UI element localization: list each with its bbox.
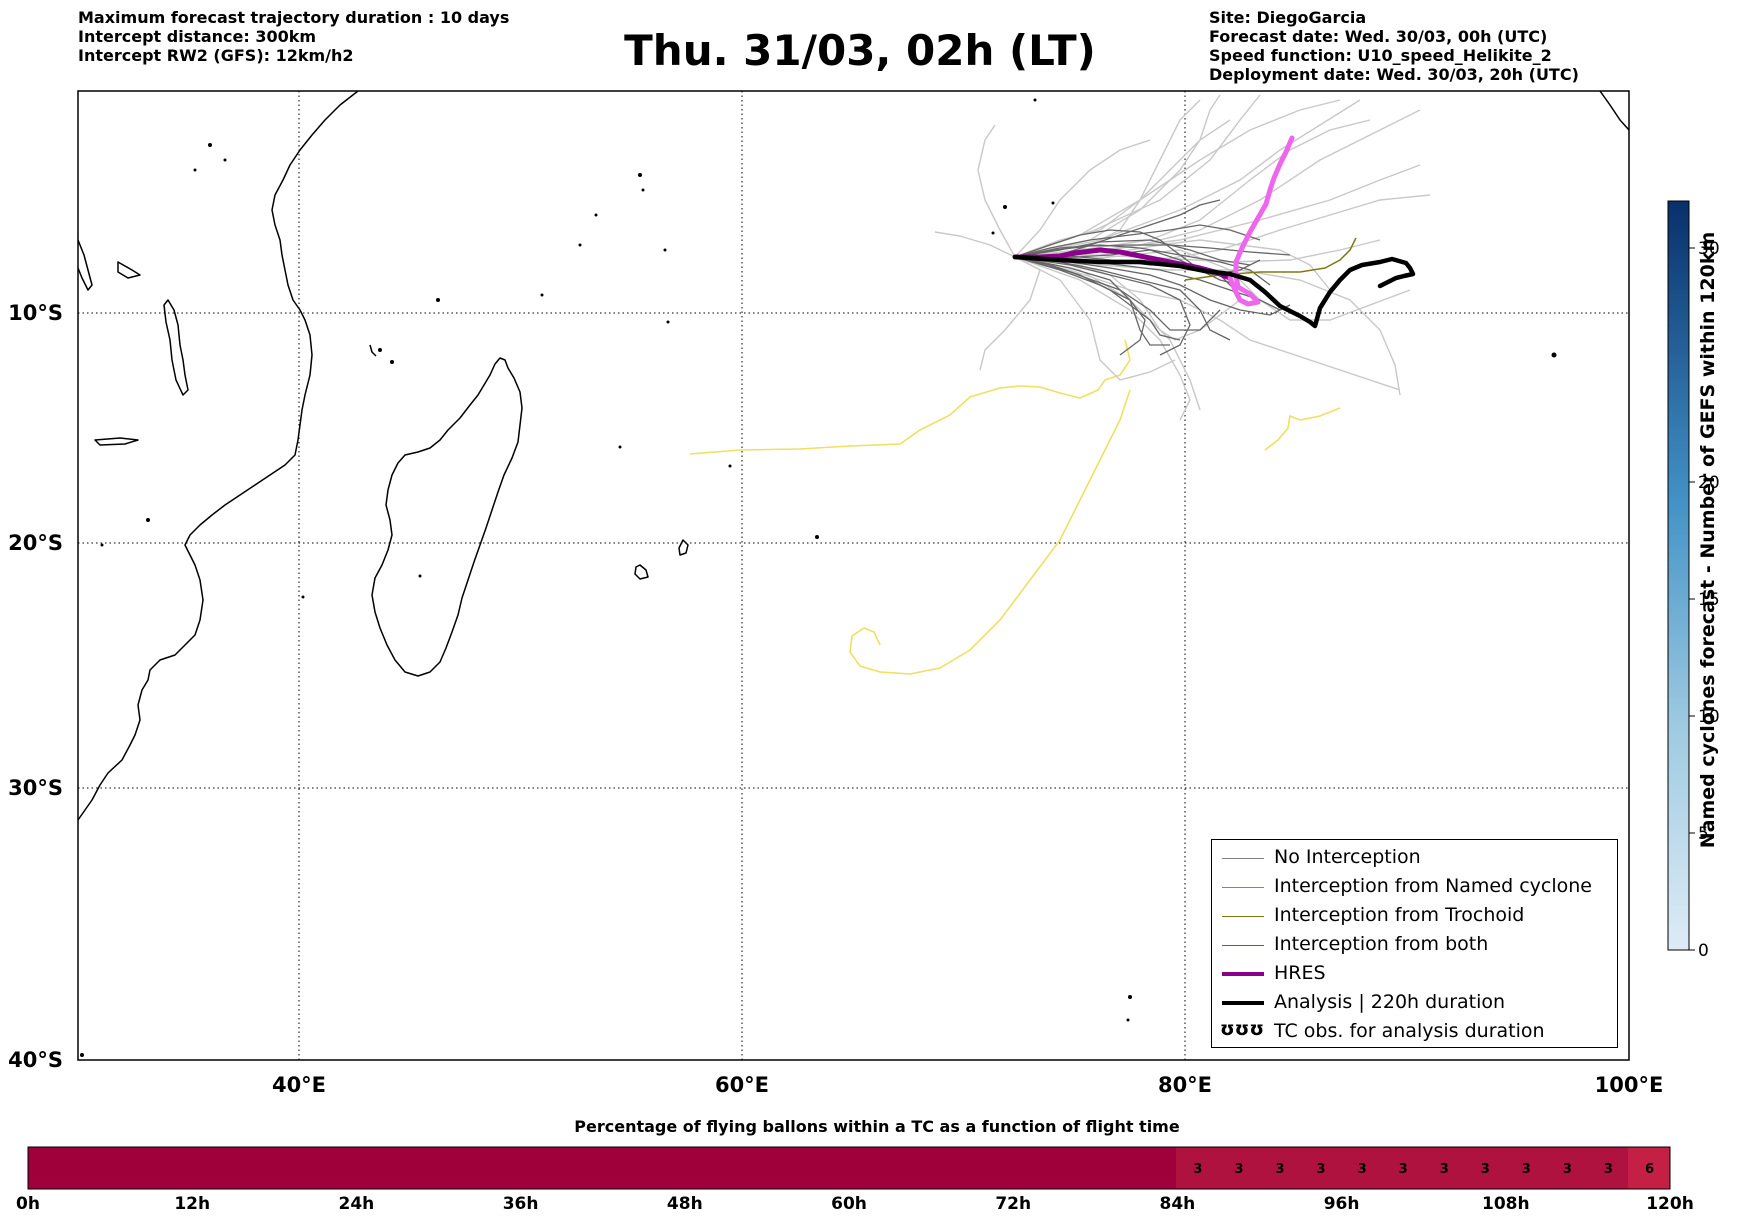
header-left: Maximum forecast trajectory duration : 1… [78,8,509,65]
legend-item-no-interception: No Interception [1212,844,1617,873]
legend-item-both: Interception from both [1212,931,1617,960]
small-islands [80,98,1557,1057]
lon-label-80e: 80°E [1158,1073,1212,1097]
flight-time-tick-label: 12h [174,1194,210,1214]
lon-label-40e: 40°E [272,1073,326,1097]
colorbar-tick-0: 0 [1698,941,1709,961]
comoros-coast [369,344,377,357]
legend-swatch [1222,916,1264,917]
flight-time-tick-label: 0h [16,1194,40,1214]
legend: No Interception Interception from Named … [1211,839,1618,1048]
flight-time-tick-label: 120h [1646,1194,1694,1214]
flight-time-tick-label: 36h [503,1194,539,1214]
flight-time-cell-value: 3 [1399,1162,1408,1177]
flight-time-tick-label: 108h [1482,1194,1530,1214]
legend-swatch [1222,945,1264,946]
legend-swatch [1222,972,1264,976]
lake-victoria-coast [117,261,141,279]
header-right: Site: DiegoGarcia Forecast date: Wed. 30… [1209,8,1579,84]
legend-label: No Interception [1274,846,1421,868]
india-tip-coast [1599,91,1629,131]
legend-item-named-cyclone: Interception from Named cyclone [1212,873,1617,902]
header-site: Site: DiegoGarcia [1209,8,1367,27]
colorbar-tick-30: 30 [1698,239,1720,259]
legend-item-tc-obs: ʊʊʊ TC obs. for analysis duration [1212,1018,1617,1047]
flight-time-cell-value: 3 [1440,1162,1449,1177]
lat-label-10s: 10°S [8,301,63,325]
gulf-aden-coast [78,239,93,291]
flight-time-tick-label: 84h [1160,1194,1196,1214]
madagascar-coastline [371,357,523,677]
flight-time-cell-value: 3 [1563,1162,1572,1177]
colorbar-tick-5: 5 [1698,824,1709,844]
header-intercept-distance: Intercept distance: 300km [78,27,317,46]
legend-swatch [1222,887,1264,888]
legend-label: Interception from Trochoid [1274,904,1525,926]
legend-item-analysis: Analysis | 220h duration [1212,989,1617,1018]
colorbar-tick-10: 10 [1698,707,1720,727]
flight-time-cell-value: 6 [1645,1162,1654,1177]
lat-label-30s: 30°S [8,776,63,800]
lat-labels: 10°S 20°S 30°S 40°S [8,301,63,1072]
colorbar-tick-15: 15 [1698,590,1720,610]
colorbar-tick-20: 20 [1698,473,1720,493]
flight-time-cell-value: 3 [1358,1162,1367,1177]
legend-label: Analysis | 220h duration [1274,991,1506,1013]
lat-label-40s: 40°S [8,1048,63,1072]
cyclone-symbol-icon: ʊʊʊ [1220,1018,1265,1040]
flight-time-tick-label: 72h [995,1194,1031,1214]
flight-time-cell-value: 3 [1522,1162,1531,1177]
flight-time-cell-value: 3 [1276,1162,1285,1177]
legend-swatch [1222,858,1264,859]
lake-malawi-coast [94,437,139,446]
track-yellow-east [1264,407,1341,451]
flight-time-tick-label: 96h [1324,1194,1360,1214]
mauritius-coast [634,564,649,580]
legend-label: TC obs. for analysis duration [1274,1020,1545,1042]
header-deployment-date: Deployment date: Wed. 30/03, 20h (UTC) [1209,65,1579,84]
track-analysis [1012,254,1416,329]
map-gridlines [78,91,1629,1060]
lat-label-20s: 20°S [8,531,63,555]
flight-time-cell-value: 3 [1604,1162,1613,1177]
africa-coastline [78,91,359,821]
legend-label: Interception from Named cyclone [1274,875,1592,897]
coastlines [78,91,1629,821]
page-title: Thu. 31/03, 02h (LT) [624,26,1096,75]
reunion-coast [678,539,689,556]
flight-time-bar-title: Percentage of flying ballons within a TC… [574,1117,1180,1136]
track-yellow-south [849,389,1131,675]
header-forecast-date: Forecast date: Wed. 30/03, 00h (UTC) [1209,27,1548,46]
flight-time-cell-value: 3 [1317,1162,1326,1177]
legend-label: Interception from both [1274,933,1489,955]
flight-time-bar-end [1628,1147,1670,1189]
colorbar-label: Named cyclones forecast - Number of GEFS… [1697,231,1719,849]
flight-time-bar-mid [1176,1147,1628,1189]
lon-label-100e: 100°E [1595,1073,1664,1097]
legend-item-trochoid: Interception from Trochoid [1212,902,1617,931]
legend-swatch [1222,1001,1264,1005]
flight-time-cell-value: 3 [1234,1162,1243,1177]
header-duration: Maximum forecast trajectory duration : 1… [78,8,510,27]
track-hres-late [1227,135,1295,307]
header-intercept-rw2: Intercept RW2 (GFS): 12km/h2 [78,46,354,65]
colorbar: 0 5 10 15 20 30 [1667,200,1720,961]
flight-time-cell-value: 3 [1481,1162,1490,1177]
flight-time-tick-label: 48h [667,1194,703,1214]
legend-item-hres: HRES [1212,960,1617,989]
lon-label-60e: 60°E [715,1073,769,1097]
flight-time-cell-value: 3 [1193,1162,1202,1177]
lake-coastline [163,299,189,396]
flight-time-bar: 3 3 3 3 3 3 3 3 3 3 3 6 0h 12h 24h 36h 48h 60h 72h 84h 96h 1… [16,1146,1694,1214]
lon-labels: 40°E 60°E 80°E 100°E [272,1073,1663,1097]
track-yellow [689,339,1131,455]
colorbar-gradient [1667,200,1690,951]
header-speed-function: Speed function: U10_speed_Helikite_2 [1209,46,1552,65]
flight-time-tick-label: 24h [339,1194,375,1214]
legend-label: HRES [1274,962,1326,984]
flight-time-tick-label: 60h [831,1194,867,1214]
